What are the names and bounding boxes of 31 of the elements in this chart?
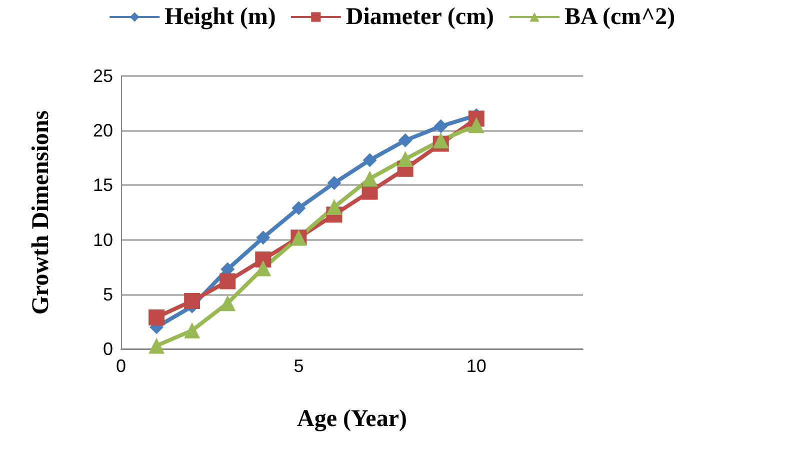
point: [432, 132, 449, 148]
point: [148, 309, 165, 326]
point: [398, 133, 412, 148]
y-tick-label: 5: [102, 284, 113, 304]
point: [468, 117, 484, 134]
point: [256, 230, 270, 245]
point: [326, 199, 342, 216]
x-tick-label: 0: [116, 356, 126, 376]
y-tick-label: 15: [92, 175, 113, 196]
y-tick-label: 25: [92, 66, 113, 86]
y-tick-label: 10: [92, 230, 113, 250]
legend-label: Diameter (cm): [346, 4, 494, 30]
point: [148, 338, 165, 354]
x-axis-title: Age (Year): [297, 406, 407, 432]
point: [362, 153, 377, 168]
y-axis-title: Growth Dimensions: [28, 110, 54, 315]
point: [292, 201, 306, 216]
point: [184, 322, 200, 338]
legend-label: BA (cm^2): [564, 4, 676, 30]
point: [220, 295, 236, 312]
point: [184, 292, 200, 309]
point: [362, 170, 378, 187]
y-tick-label: 0: [102, 339, 113, 359]
legend-label: Height (m): [164, 4, 276, 30]
point: [434, 119, 448, 134]
point: [327, 176, 342, 190]
y-tick-label: 20: [92, 120, 113, 141]
x-tick-label: 10: [466, 356, 486, 376]
point: [397, 150, 414, 167]
x-tick-label: 5: [294, 356, 304, 376]
point: [220, 273, 236, 290]
